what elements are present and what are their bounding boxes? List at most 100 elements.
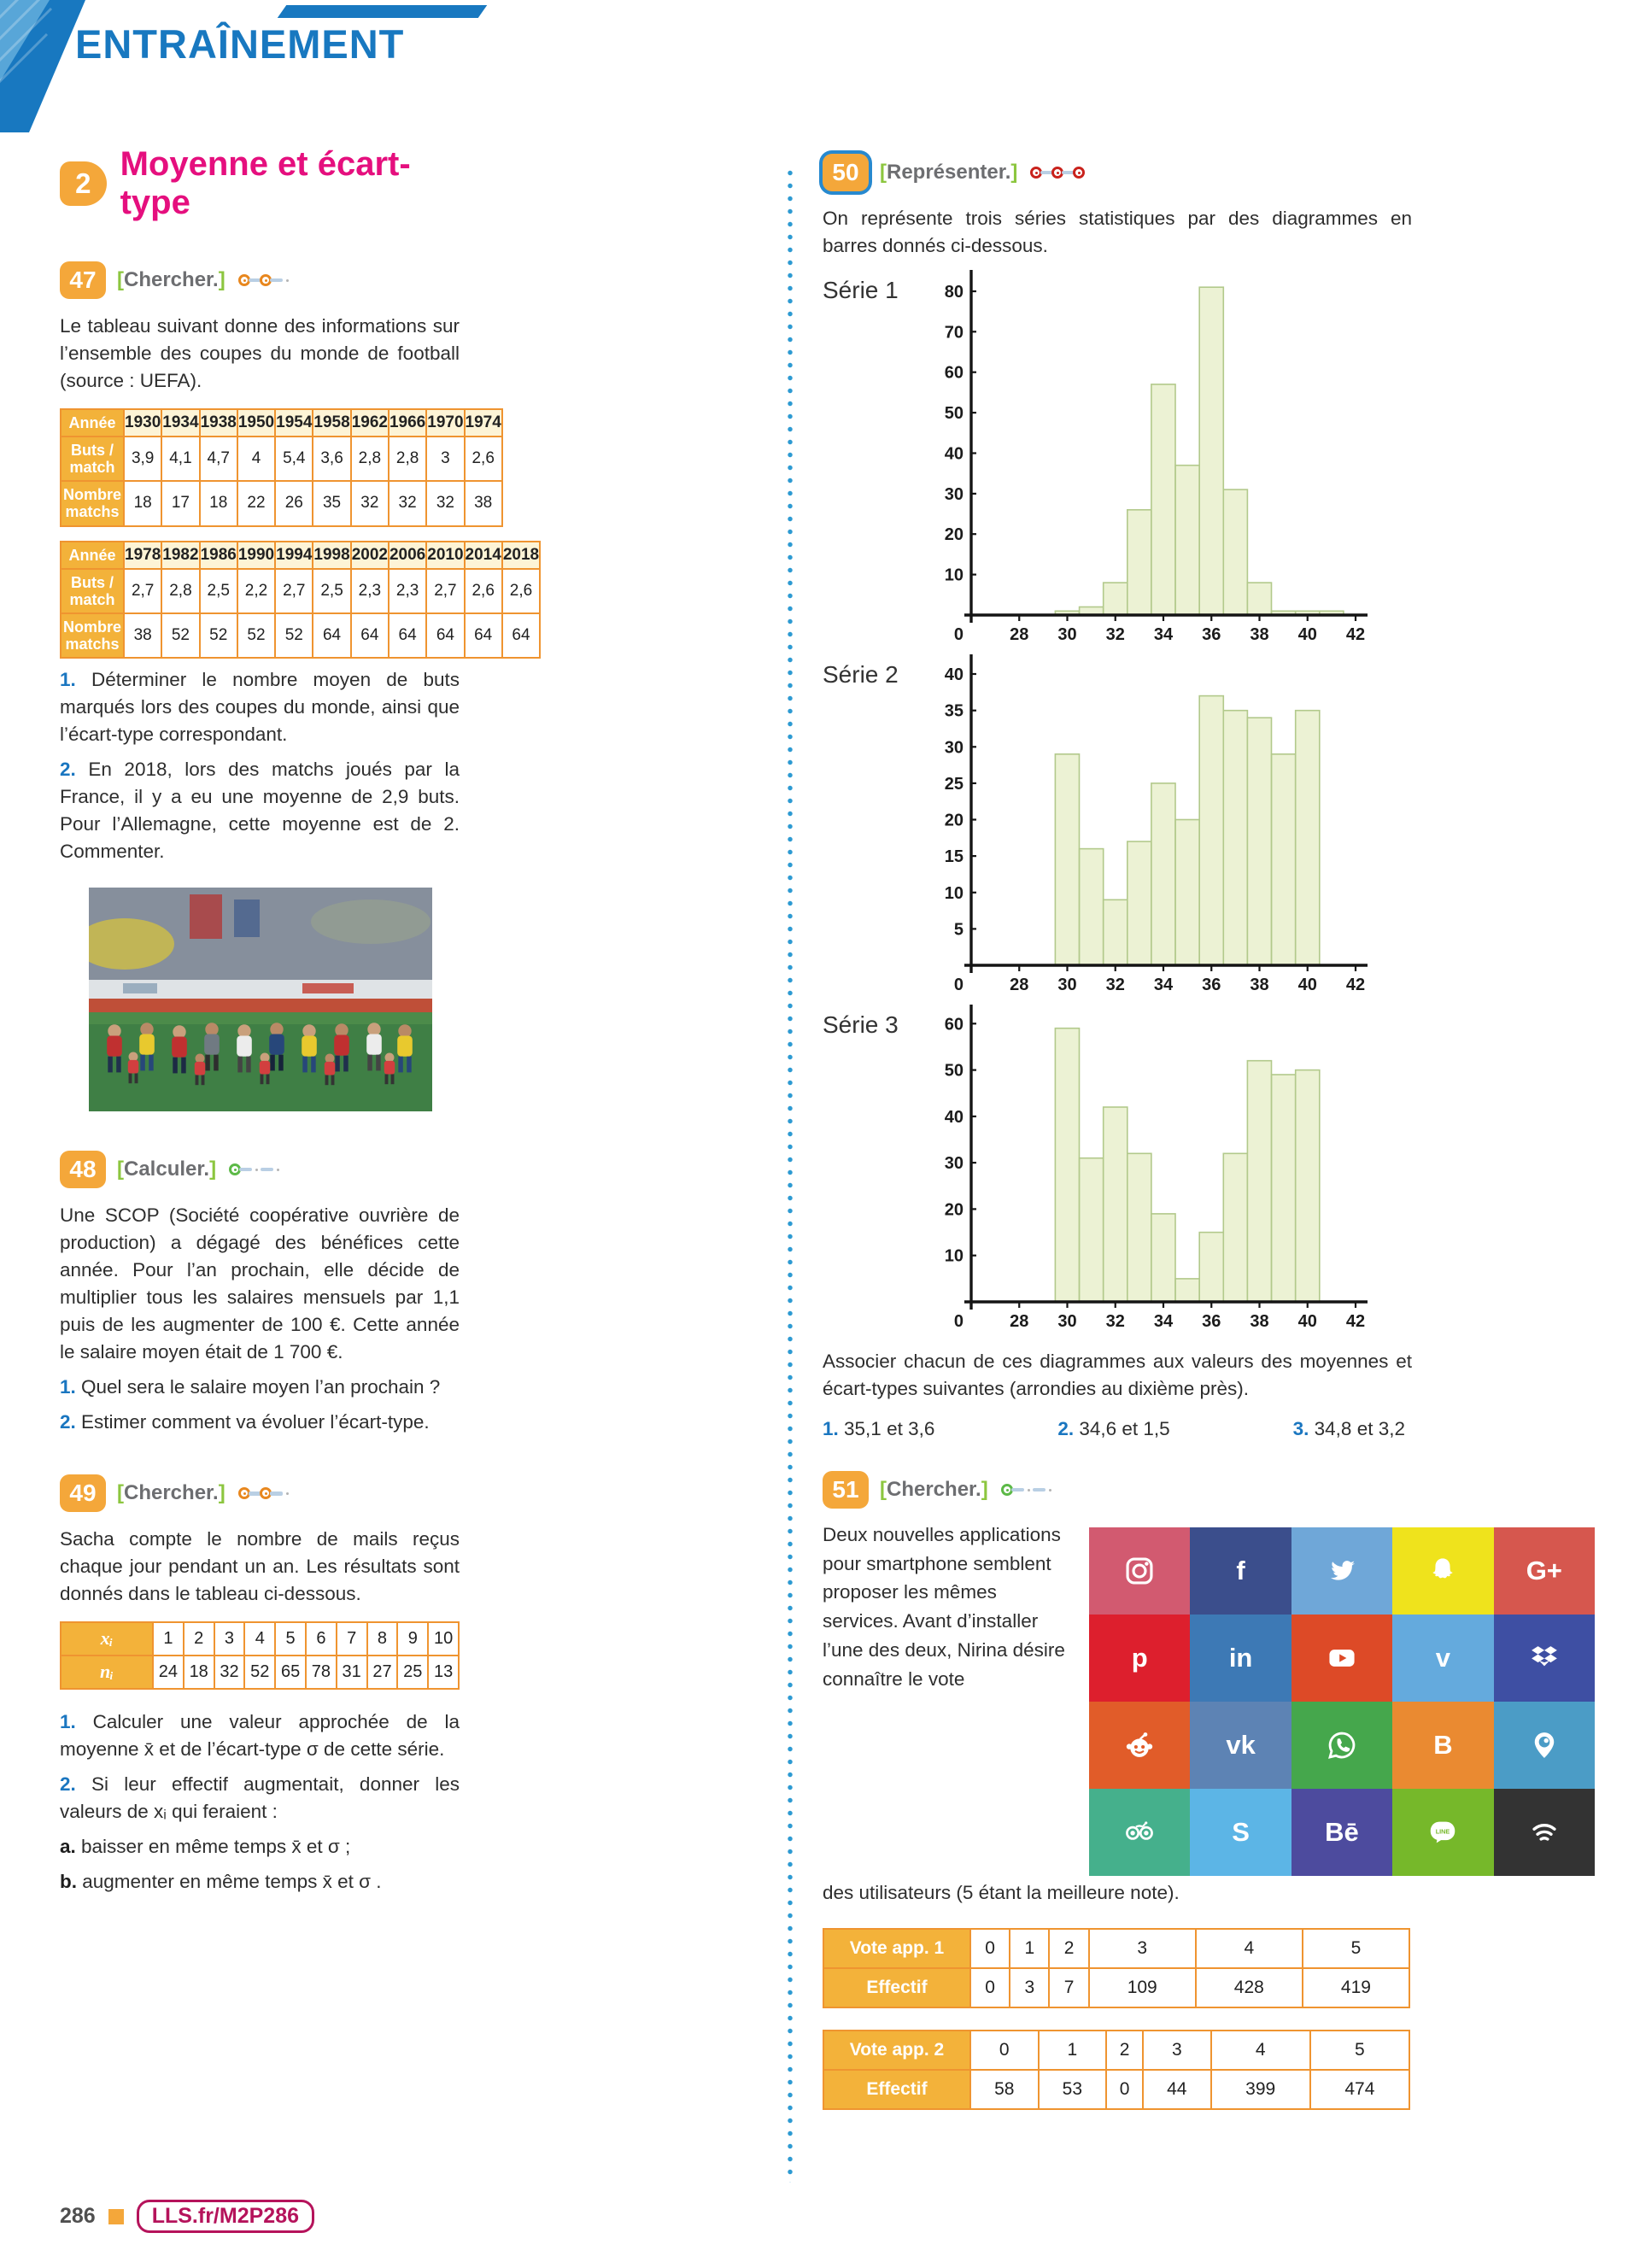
svg-text:0: 0	[954, 1312, 964, 1331]
table-cell: 38	[463, 480, 503, 527]
header-ribbon	[277, 5, 488, 18]
dot-link	[239, 1167, 253, 1172]
row-label: Vote app. 1	[823, 1927, 971, 1969]
dropbox-icon	[1493, 1614, 1595, 1702]
worldcup-table-2: Année 1978 1982 1986 1990 1994 1998 2002 2006 201…	[59, 540, 542, 659]
table-cell: 52	[161, 612, 201, 659]
svg-text:60: 60	[945, 364, 964, 383]
table-cell: 18	[123, 480, 163, 527]
table-cell: 32	[387, 480, 428, 527]
table-cell: 4,7	[198, 435, 238, 483]
serie-3-row: Série 3 10 20 30 40 50 60 28 30 32 34 36 38 40 42 0	[823, 1001, 1597, 1331]
svg-text:28: 28	[1010, 1312, 1028, 1331]
table-cell: 4,1	[161, 435, 201, 483]
table-cell: 52	[243, 1655, 277, 1691]
dot-link	[248, 1491, 261, 1496]
method-tag: [Chercher.]	[117, 1481, 226, 1505]
google-plus-icon: G+	[1493, 1527, 1595, 1615]
svg-text:36: 36	[1202, 625, 1221, 644]
page-title: ENTRAÎNEMENT	[75, 21, 405, 67]
table-cell: 1994	[274, 540, 314, 570]
table-cell: 2	[1105, 2029, 1145, 2071]
dot-link	[1062, 170, 1075, 175]
table-cell: 1970	[425, 407, 466, 437]
vimeo-icon: v	[1392, 1614, 1494, 1702]
dot-link	[1032, 1487, 1046, 1491]
difficulty-dot	[281, 274, 293, 286]
vote-app2-table: Vote app. 2 0 1 2 3 4 5 Effectif 58 53 0 44 399 474	[823, 2029, 1411, 2110]
table-cell: 1962	[349, 407, 390, 437]
table-cell: 2006	[387, 540, 428, 570]
table-cell: 1950	[236, 407, 277, 437]
row-label: Buts / match	[59, 435, 126, 483]
svg-text:10: 10	[945, 1247, 964, 1266]
pinterest-icon: p	[1089, 1614, 1191, 1702]
table-cell: 2,8	[349, 435, 390, 483]
football-photo	[89, 887, 432, 1111]
svg-text:25: 25	[945, 775, 964, 794]
table-cell: 32	[213, 1655, 246, 1691]
svg-text:0: 0	[954, 976, 964, 994]
behance-icon: Bē	[1291, 1788, 1393, 1876]
svg-text:32: 32	[1106, 976, 1125, 994]
exercise-50-badge: 50	[823, 154, 869, 191]
footer-square-icon	[108, 2208, 124, 2224]
method-tag: [Chercher.]	[880, 1477, 988, 1501]
method-label: Calculer.	[124, 1157, 210, 1181]
dot-link	[1010, 1487, 1024, 1491]
svg-text:30: 30	[1057, 625, 1076, 644]
table-cell: 53	[1037, 2068, 1108, 2110]
row-label: Année	[59, 540, 126, 570]
table-cell: 3	[1142, 2029, 1212, 2071]
table-cell: 52	[274, 612, 314, 659]
table-cell: 3,9	[123, 435, 163, 483]
dot-link	[269, 278, 283, 283]
method-label: Représenter.	[887, 161, 1011, 184]
table-cell: 4	[1210, 2029, 1311, 2071]
method-tag: [Chercher.]	[117, 268, 226, 291]
table-cell: 78	[304, 1655, 337, 1691]
exercise-49-intro: Sacha compte le nombre de mails reçus ch…	[60, 1528, 460, 1605]
table-cell: 2,7	[274, 567, 314, 615]
row-label: Nombre matchs	[59, 480, 126, 527]
table-cell: 65	[274, 1655, 307, 1691]
svg-text:42: 42	[1346, 976, 1365, 994]
table-cell: 474	[1309, 2068, 1411, 2110]
dot-link	[269, 1491, 283, 1496]
table-cell: 1966	[387, 407, 428, 437]
table-cell: 27	[366, 1655, 399, 1691]
table-cell: 4	[243, 1621, 277, 1657]
row-label: Buts / match	[59, 567, 126, 615]
table-cell: 0	[1105, 2068, 1145, 2110]
table-cell: 9	[396, 1621, 430, 1657]
exercise-49-header: 49 [Chercher.]	[60, 1474, 460, 1513]
tripadvisor-icon	[1089, 1788, 1191, 1876]
table-cell: 7	[335, 1621, 368, 1657]
table-cell: 2010	[425, 540, 466, 570]
exercise-51-badge: 51	[823, 1470, 869, 1509]
table-cell: 4	[236, 435, 277, 483]
svg-text:80: 80	[945, 283, 964, 302]
page-number: 286	[60, 2204, 96, 2228]
exercise-49-badge: 49	[60, 1474, 106, 1513]
table-cell: 3	[1087, 1927, 1197, 1969]
dot-link	[261, 1167, 274, 1172]
exercise-51-intro2: des utilisateurs (5 étant la meilleure n…	[823, 1881, 1180, 1903]
table-cell: 5	[274, 1621, 307, 1657]
table-cell: 1982	[161, 540, 201, 570]
table-cell: 35	[312, 480, 352, 527]
table-cell: 26	[274, 480, 314, 527]
svg-text:20: 20	[945, 1200, 964, 1219]
table-cell: 58	[969, 2068, 1040, 2110]
vk-icon: vk	[1190, 1701, 1292, 1789]
table-cell: 17	[161, 480, 201, 527]
table-cell: 64	[463, 612, 503, 659]
difficulty-indicator	[237, 274, 293, 286]
exercise-47-header: 47 [Chercher.]	[60, 261, 460, 299]
svg-text:34: 34	[1154, 625, 1174, 644]
serie-1-row: Série 1 10 20 30 40 50 60 70 80 28 30 32 34 36 38 40 42…	[823, 267, 1597, 644]
answer-2: 2. 34,6 et 1,5	[1057, 1417, 1170, 1439]
blogger-icon: B	[1392, 1701, 1494, 1789]
table-cell: 64	[387, 612, 428, 659]
table-cell: 2,3	[387, 567, 428, 615]
